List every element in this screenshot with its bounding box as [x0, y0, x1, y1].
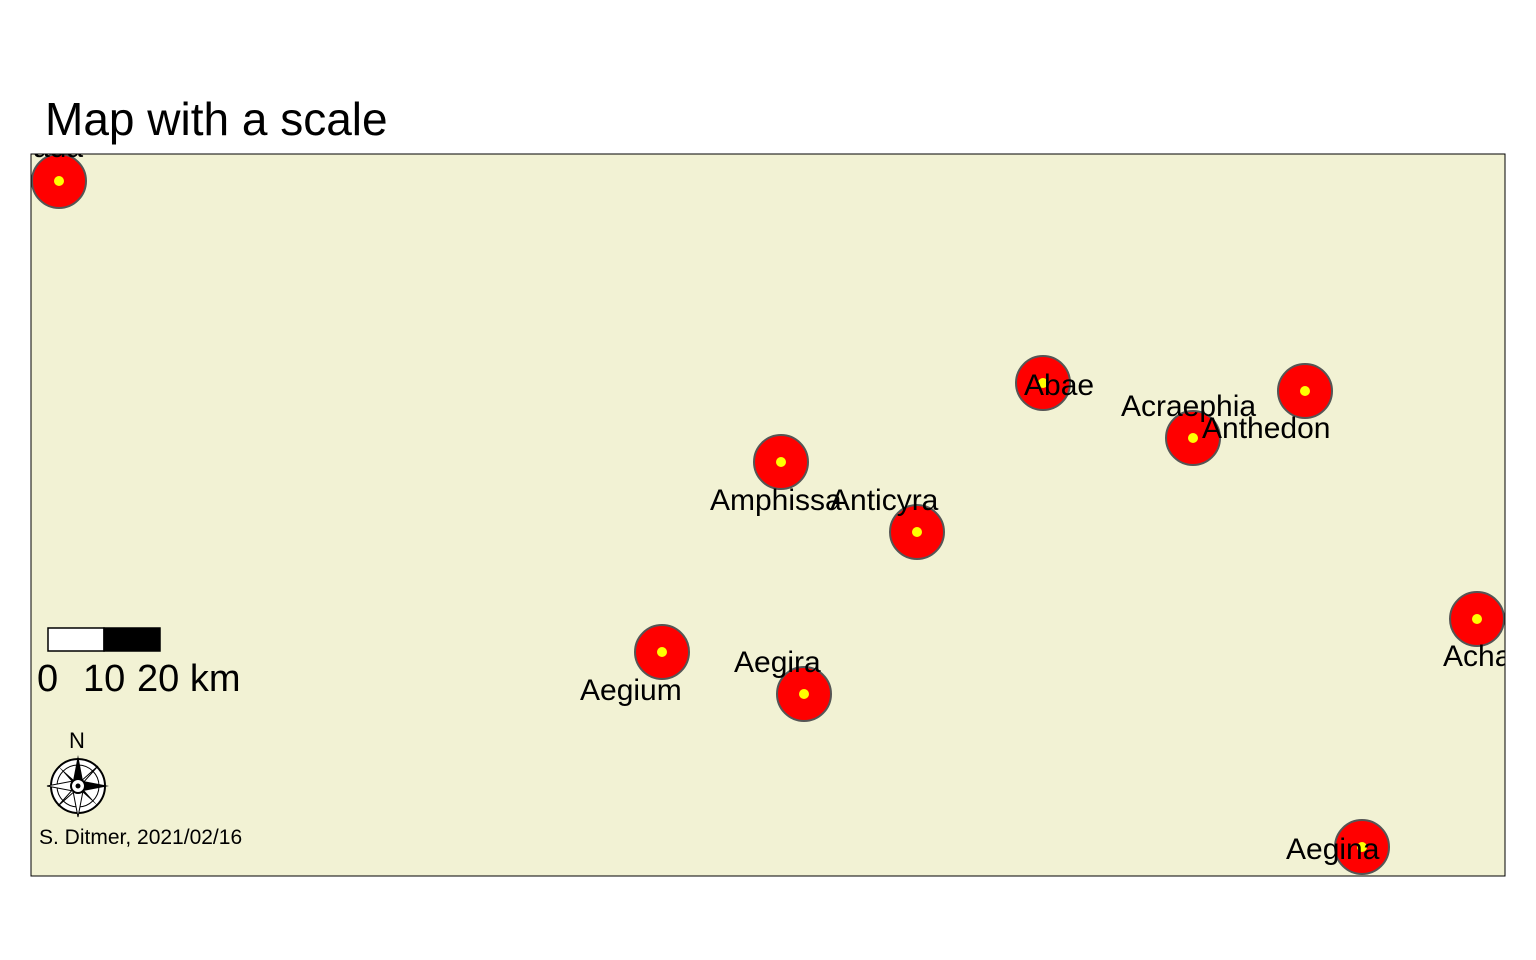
scale-bar: 0 10 20 km [37, 627, 240, 700]
site-center-dot [657, 647, 667, 657]
site-label-ada: ada [33, 131, 83, 164]
site-center-dot [1188, 433, 1198, 443]
site-center-dot [1038, 378, 1048, 388]
site-label-abae: Abae [1024, 369, 1094, 402]
site-marker-aegina[interactable] [1334, 819, 1390, 875]
site-marker-acraephia[interactable] [1165, 410, 1221, 466]
site-label-anticyra: Anticyra [830, 484, 939, 517]
site-marker-aegium[interactable] [634, 624, 690, 680]
site-center-dot [912, 527, 922, 537]
site-marker-acha[interactable] [1449, 591, 1505, 647]
compass-rose-icon [46, 755, 109, 818]
site-marker-abae[interactable] [1015, 355, 1071, 411]
site-center-dot [1300, 386, 1310, 396]
scale-label-20km: 20 km [137, 658, 240, 700]
scale-label-10: 10 [83, 658, 125, 700]
site-center-dot [1472, 614, 1482, 624]
site-label-acraephia: Acraephia [1121, 390, 1256, 423]
credit-text: S. Ditmer, 2021/02/16 [39, 826, 242, 849]
site-center-dot [1357, 842, 1367, 852]
site-marker-amphissa[interactable] [753, 434, 809, 490]
site-center-dot [776, 457, 786, 467]
site-marker-anthedon[interactable] [1277, 363, 1333, 419]
map-border [30, 153, 1506, 877]
site-label-anthedon: Anthedon [1202, 412, 1330, 445]
site-center-dot [799, 689, 809, 699]
site-center-dot [54, 176, 64, 186]
map-title: Map with a scale [45, 93, 388, 145]
scale-label-0: 0 [37, 658, 58, 700]
site-label-aegium: Aegium [580, 674, 682, 707]
site-label-amphissa: Amphissa [710, 484, 842, 517]
map-panel [31, 154, 1505, 876]
scale-bar-white-segment [47, 627, 105, 652]
north-label: N [69, 728, 85, 753]
scale-bar-black-segment [103, 627, 161, 652]
north-arrow: N [46, 728, 109, 818]
site-label-acha: Acha [1443, 640, 1512, 673]
site-marker-aegira[interactable] [776, 666, 832, 722]
site-label-aegina: Aegina [1286, 833, 1380, 866]
site-marker-ada[interactable] [31, 154, 87, 209]
site-label-aegira: Aegira [734, 646, 821, 679]
site-marker-anticyra[interactable] [889, 504, 945, 560]
